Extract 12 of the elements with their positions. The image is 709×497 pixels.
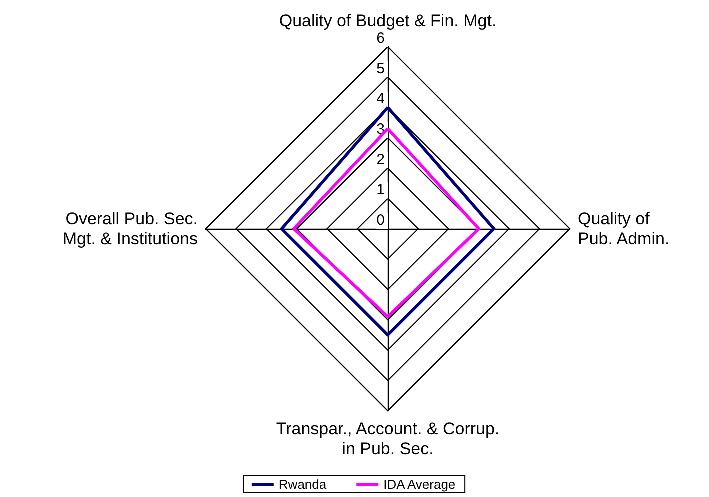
spoke-label: Quality of Pub. Admin.: [578, 210, 670, 248]
spoke-label: Overall Pub. Sec. Mgt. & Institutions: [62, 210, 198, 248]
spoke-label: Transpar., Account. & Corrup. in Pub. Sec.: [276, 420, 500, 458]
y-tick-label: 6: [376, 30, 385, 47]
y-tick-label: 2: [376, 151, 385, 168]
y-tick-label: 5: [376, 60, 385, 78]
y-tick-label: 0: [376, 212, 385, 229]
spoke-label: Quality of Budget & Fin. Mgt.: [279, 12, 497, 31]
legend-label: Rwanda: [278, 477, 328, 492]
y-tick-label: 1: [376, 182, 385, 199]
y-tick-label: 4: [376, 90, 385, 108]
legend-label: IDA Average: [384, 477, 456, 492]
